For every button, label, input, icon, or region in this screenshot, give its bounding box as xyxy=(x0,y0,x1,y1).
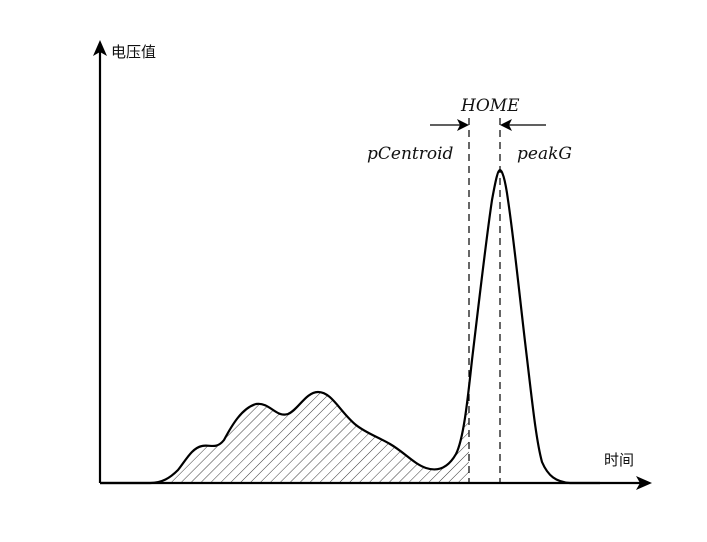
home-label: HOME xyxy=(460,96,520,116)
y-axis-arrowhead xyxy=(93,40,107,56)
pcentroid-label: pCentroid xyxy=(367,144,454,164)
x-axis-arrowhead xyxy=(636,476,652,490)
signal-curve xyxy=(100,168,600,485)
x-axis-label: 时间 xyxy=(604,451,634,469)
arrow-right-icon xyxy=(430,119,469,131)
arrow-left-icon xyxy=(500,119,546,131)
hatched-area xyxy=(100,387,469,483)
peakg-label: peakG xyxy=(517,144,572,164)
y-axis-label: 电压值 xyxy=(111,43,156,61)
